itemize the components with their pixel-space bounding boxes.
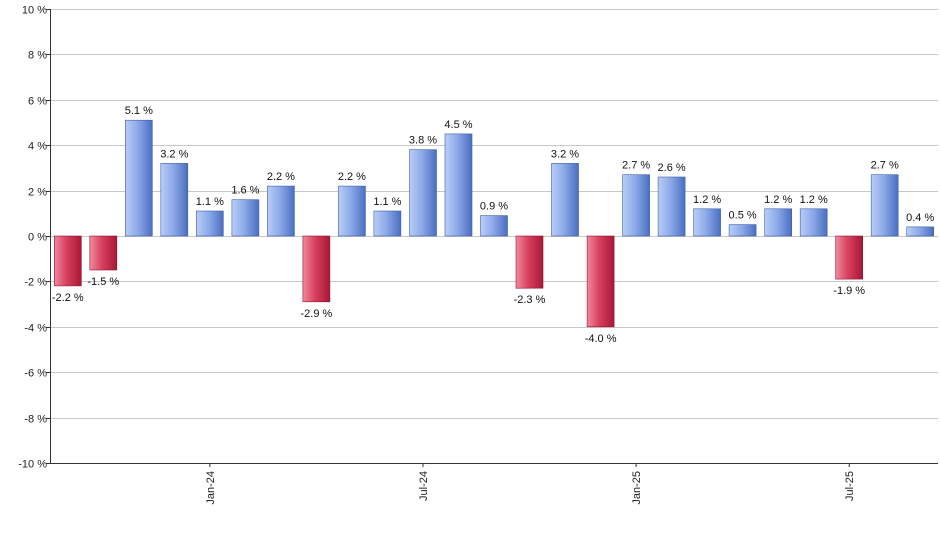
y-tick-label: 10 % (22, 5, 47, 17)
bar (586, 235, 615, 328)
x-tick-label: Jul-25 (844, 471, 856, 501)
x-tick-label: Jan-24 (205, 471, 217, 505)
bar (373, 210, 402, 237)
data-label: 3.8 % (409, 135, 437, 147)
gridlines (50, 9, 938, 464)
bar (657, 176, 686, 237)
data-label: 5.1 % (125, 105, 153, 117)
bar (728, 224, 757, 237)
bar (409, 149, 437, 237)
data-label: -4.0 % (585, 333, 617, 345)
data-label: -1.5 % (87, 276, 119, 288)
bar (764, 208, 793, 237)
y-tick-label: -10 % (18, 459, 47, 471)
data-label: 1.2 % (800, 194, 828, 206)
bar (906, 226, 935, 237)
bar (231, 199, 260, 237)
y-axis-ticks: 10 % 8 % 6 % 4 % 2 % 0 % -2 % -4 % -6 % -8 % -10 % (18, 5, 50, 471)
axes (50, 9, 938, 464)
y-tick-label: 6 % (28, 96, 47, 108)
data-label: 1.1 % (373, 196, 401, 208)
bar (480, 215, 508, 237)
y-tick-label: 0 % (28, 232, 47, 244)
data-label: 2.7 % (622, 160, 650, 172)
data-label: 2.2 % (267, 171, 295, 183)
data-label: 0.4 % (906, 212, 934, 224)
y-tick-label: 2 % (28, 187, 47, 199)
bar (160, 163, 189, 237)
bars (53, 119, 935, 328)
data-label: 1.1 % (196, 196, 224, 208)
data-label: -2.3 % (514, 294, 546, 306)
bar (89, 235, 118, 271)
data-label: 1.2 % (693, 194, 721, 206)
data-label: 2.7 % (871, 160, 899, 172)
y-tick-label: -8 % (24, 414, 47, 426)
x-tick-label: Jan-25 (631, 471, 643, 505)
y-tick-label: 4 % (28, 141, 47, 153)
bar (622, 174, 650, 237)
data-label: 0.5 % (729, 210, 757, 222)
bar (870, 174, 899, 237)
data-label: 2.2 % (338, 171, 366, 183)
x-axis-ticks: Jan-24 Jul-24 Jan-25 Jul-25 (205, 463, 856, 505)
data-label: 3.2 % (160, 148, 188, 160)
bar (835, 235, 864, 280)
data-label: 4.5 % (444, 119, 472, 131)
y-tick-label: 8 % (28, 50, 47, 62)
y-tick-label: -6 % (24, 368, 47, 380)
bar (515, 235, 544, 289)
data-label: 0.9 % (480, 201, 508, 213)
bar (196, 210, 224, 237)
data-label: 2.6 % (658, 162, 686, 174)
bar (551, 163, 579, 237)
bar (693, 208, 721, 237)
bar (444, 133, 473, 237)
data-label: -1.9 % (833, 285, 865, 297)
bar (338, 185, 366, 237)
bar (267, 185, 295, 237)
data-label: -2.9 % (301, 308, 333, 320)
bar (53, 235, 82, 287)
bar (799, 208, 828, 237)
bar (125, 119, 153, 237)
data-label: 1.6 % (231, 185, 259, 197)
data-label: -2.2 % (52, 292, 84, 304)
y-tick-label: -2 % (24, 277, 47, 289)
data-label: 1.2 % (764, 194, 792, 206)
x-tick-label: Jul-24 (418, 471, 430, 501)
y-tick-label: -4 % (24, 323, 47, 335)
bar (302, 235, 331, 303)
data-label: 3.2 % (551, 148, 579, 160)
data-labels: -2.2 %-1.5 % 5.1 % 3.2 % 1.1 % 1.6 % 2.2 % -2.… (52, 105, 935, 345)
